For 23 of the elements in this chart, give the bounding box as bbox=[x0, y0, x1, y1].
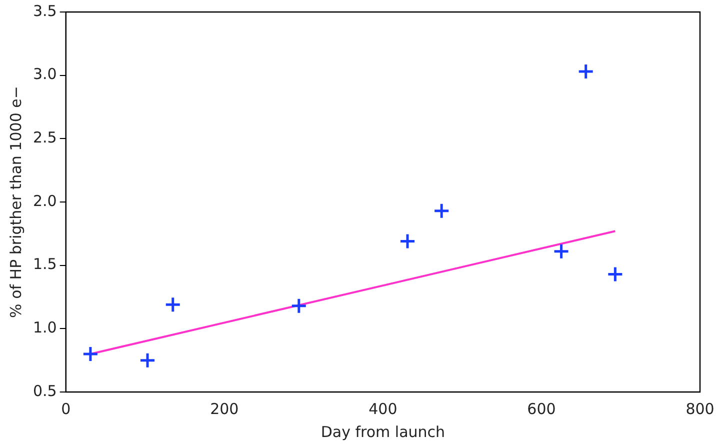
point bbox=[578, 63, 594, 80]
y-tick-label: 3.0 bbox=[32, 65, 57, 84]
x-axis-title: Day from launch bbox=[320, 422, 446, 441]
point bbox=[433, 202, 450, 220]
x-tick-label: 400 bbox=[368, 400, 398, 418]
point bbox=[139, 352, 156, 369]
y-tick-label: 3.5 bbox=[32, 2, 57, 20]
x-tick-label: 200 bbox=[210, 400, 239, 418]
y-axis-title: % of HP brigther than 1000 e− bbox=[6, 86, 25, 318]
y-tick-label: 2.5 bbox=[32, 128, 57, 147]
point bbox=[164, 296, 182, 313]
point bbox=[606, 266, 624, 282]
y-tick-label: 1.5 bbox=[32, 255, 57, 274]
point bbox=[82, 346, 99, 362]
y-tick-label: 0.5 bbox=[32, 382, 57, 400]
point bbox=[290, 298, 308, 314]
point bbox=[553, 243, 570, 260]
y-tick-label: 2.0 bbox=[32, 192, 57, 210]
x-tick-label: 800 bbox=[686, 400, 714, 418]
point bbox=[399, 233, 416, 250]
x-tick-label: 600 bbox=[527, 400, 556, 418]
x-tick-label: 0 bbox=[61, 400, 71, 418]
y-tick-label: 1.0 bbox=[32, 318, 57, 337]
